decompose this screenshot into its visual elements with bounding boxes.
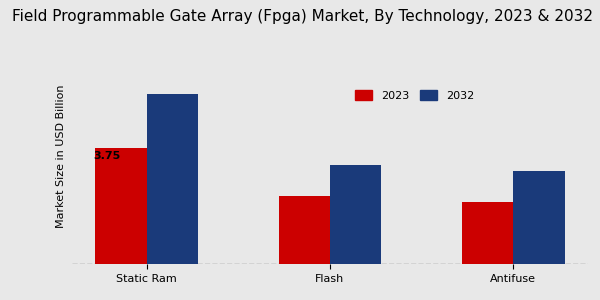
Bar <box>147 94 198 264</box>
Bar <box>330 165 382 264</box>
Text: 3.75: 3.75 <box>93 152 120 161</box>
Legend: 2023, 2032: 2023, 2032 <box>351 86 479 106</box>
Bar <box>513 171 565 264</box>
Y-axis label: Market Size in USD Billion: Market Size in USD Billion <box>56 84 67 228</box>
Text: Field Programmable Gate Array (Fpga) Market, By Technology, 2023 & 2032: Field Programmable Gate Array (Fpga) Mar… <box>12 9 593 24</box>
Bar <box>278 196 330 264</box>
Bar <box>462 202 513 264</box>
Bar <box>95 148 147 264</box>
